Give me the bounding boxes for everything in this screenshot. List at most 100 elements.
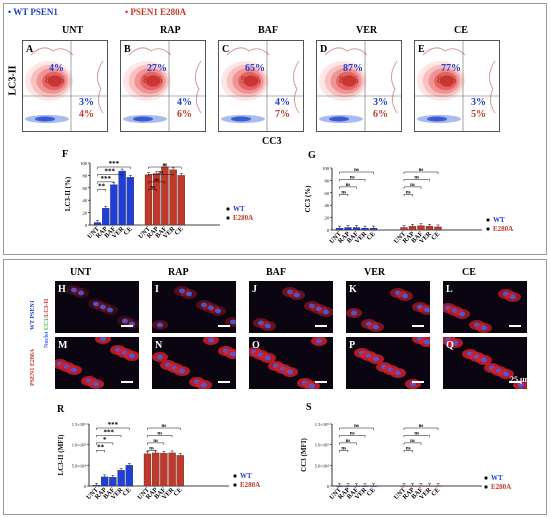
- sig-label: ***: [109, 160, 120, 168]
- cell-nucleus: [179, 368, 185, 374]
- cell-nucleus: [71, 367, 77, 373]
- histogram-right: [97, 60, 104, 114]
- flow-wt-top-pct: 87%: [343, 63, 363, 74]
- sig-bracket: [96, 442, 114, 445]
- sig-label: ns: [150, 185, 155, 190]
- sig-bracket: [96, 427, 130, 430]
- flow-wt-bot-pct: 4%: [275, 97, 290, 108]
- micro-col-title: CE: [462, 267, 476, 278]
- sig-label: ns: [149, 446, 154, 451]
- sig-label: **: [97, 443, 105, 451]
- sig-bracket: [147, 450, 156, 453]
- cell-nucleus: [201, 302, 207, 308]
- y-tick-label: 1.5×10⁵: [72, 422, 87, 427]
- sig-label: ns: [406, 190, 411, 195]
- flow-density-plot: D 87%89% 3%6%: [317, 41, 401, 131]
- bar: [143, 453, 152, 487]
- flow-density-plot: C 65%94% 4%7%: [219, 41, 303, 131]
- sig-bracket: [96, 450, 105, 453]
- cell-nucleus: [71, 287, 77, 293]
- legend-dot: [486, 218, 490, 222]
- cell-nucleus: [122, 318, 128, 324]
- flow-wt-top-pct: 4%: [49, 63, 64, 74]
- cell-nucleus: [100, 337, 106, 342]
- density-contour: [243, 75, 259, 87]
- cell-nucleus: [481, 325, 487, 331]
- micro-image-svg: L: [443, 284, 521, 333]
- sig-label: ns: [354, 168, 359, 173]
- sig-bracket: [339, 450, 349, 453]
- stain-legend: Nuclei CC3/LC3-II: [44, 299, 50, 348]
- row-label-wt: WT PSEN1: [30, 300, 36, 330]
- micro-image-svg: J: [252, 284, 333, 331]
- legend-label: E280A: [240, 481, 260, 489]
- stain-slash: /: [44, 316, 50, 319]
- legend-label: WT: [240, 472, 252, 480]
- sig-bracket: [403, 171, 439, 174]
- scale-bar: [412, 325, 424, 327]
- y-tick-label: 80: [83, 173, 88, 178]
- flow-panel: B 27% 83% 4% 6%: [120, 40, 206, 132]
- sig-bracket: [148, 174, 174, 177]
- bar: [117, 470, 125, 487]
- cell-nucleus: [294, 292, 300, 298]
- micro-image-svg: I: [152, 284, 236, 330]
- flow-mut-bot-pct: 6%: [373, 109, 388, 120]
- bar: [344, 227, 352, 231]
- density-contour-blue: [329, 116, 349, 122]
- sig-bracket: [339, 427, 374, 430]
- micro-image-svg: H: [58, 284, 139, 329]
- bar: [425, 485, 434, 487]
- micro-image-svg: K: [346, 284, 430, 332]
- bar: [408, 226, 417, 231]
- histogram-top: [128, 47, 172, 56]
- micro-letter: M: [58, 340, 68, 351]
- flow-panel: E 77% 80% 3% 5%: [414, 40, 500, 132]
- flow-panel: D 87% 89% 3% 6%: [316, 40, 402, 132]
- sig-label: **: [98, 182, 106, 190]
- bar: [102, 208, 110, 226]
- flow-mut-bot-pct: 5%: [471, 109, 486, 120]
- sig-label: ***: [100, 175, 111, 183]
- micro-image-svg: Q: [443, 337, 527, 389]
- mut-dot: •: [125, 7, 129, 17]
- sig-bracket: [147, 435, 173, 438]
- flow-panel-letter: D: [320, 44, 327, 55]
- micro-image: Q: [443, 337, 527, 389]
- scale-bar: [509, 325, 521, 327]
- cell-nucleus: [93, 381, 99, 387]
- flow-wt-top-pct: 65%: [245, 63, 265, 74]
- sig-label: ns: [414, 175, 419, 180]
- top-legend-mut: • PSEN1 E280A: [125, 7, 186, 17]
- bar: [109, 477, 117, 487]
- sig-bracket: [403, 442, 422, 445]
- bar: [417, 225, 425, 231]
- flow-panel-title: RAP: [160, 25, 181, 36]
- sig-bracket: [403, 435, 430, 438]
- flow-wt-bot-pct: 3%: [79, 97, 94, 108]
- y-tick-label: 0: [85, 223, 88, 228]
- y-tick-label: 20: [325, 216, 330, 221]
- wt-dot: •: [8, 7, 12, 17]
- sig-bracket: [403, 194, 413, 197]
- cell-nucleus: [129, 353, 135, 359]
- y-tick-label: 1.0×10⁵: [315, 443, 330, 448]
- sig-bracket: [339, 442, 357, 445]
- bar: [161, 166, 169, 226]
- sig-bracket: [147, 442, 165, 445]
- x-tick-label: CE: [366, 486, 377, 497]
- bar: [169, 169, 177, 226]
- chart-ylabel: CC3 (MFI): [300, 438, 308, 472]
- histogram-right: [489, 60, 496, 114]
- chart-panel-letter: S: [306, 402, 312, 413]
- micro-image: O: [249, 337, 333, 389]
- density-contour-blue: [231, 116, 251, 122]
- legend-dot: [484, 485, 488, 489]
- bar: [125, 465, 133, 487]
- histogram-right: [195, 60, 202, 114]
- mut-legend-label: PSEN1 E280A: [130, 7, 187, 17]
- y-tick-label: 80: [325, 178, 330, 183]
- top-figure-box: [3, 3, 547, 255]
- bar: [126, 177, 134, 226]
- flow-density-plot: B 27%83% 4%6%: [121, 41, 205, 131]
